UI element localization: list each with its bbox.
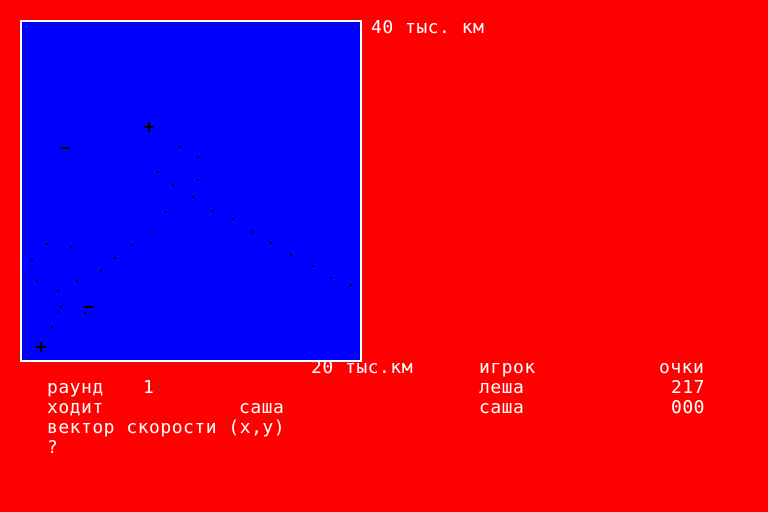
game-field — [20, 20, 362, 362]
trajectory-dot — [100, 270, 102, 272]
bottom-scale-label: 20 тыс.км — [311, 357, 414, 378]
trajectory-dot — [172, 184, 174, 186]
trajectory-dot — [84, 312, 86, 314]
trajectory-dot — [60, 306, 62, 308]
trajectory-dot — [197, 156, 199, 158]
round-label: раунд — [47, 377, 104, 398]
trajectory-dot — [76, 280, 78, 282]
trajectory-dot — [330, 277, 332, 279]
turn-label: ходит — [47, 397, 104, 418]
points-column-header: очки — [659, 357, 705, 378]
score-row-player: леша — [479, 377, 525, 398]
trajectory-dot — [57, 311, 59, 313]
score-row-points: 217 — [671, 377, 706, 398]
trajectory-dot — [57, 290, 59, 292]
score-row-points: 000 — [671, 397, 706, 418]
trajectory-dot — [131, 244, 133, 246]
trajectory-dot — [31, 259, 33, 261]
trajectory-dot — [312, 265, 314, 267]
trajectory-dot — [350, 284, 352, 286]
plus-marker-icon — [36, 342, 46, 352]
trajectory-dot — [270, 242, 272, 244]
trajectory-dot — [197, 179, 199, 181]
player-column-header: игрок — [479, 357, 536, 378]
trajectory-dot — [157, 171, 159, 173]
trajectory-dot — [179, 146, 181, 148]
trajectory-dot — [151, 231, 153, 233]
velocity-prompt: вектор скорости (x,y) — [47, 417, 286, 438]
trajectory-dot — [165, 211, 167, 213]
trajectory-dot — [36, 280, 38, 282]
trajectory-dot — [114, 257, 116, 259]
input-prompt[interactable]: ? — [47, 437, 59, 458]
trajectory-dot — [192, 196, 194, 198]
trajectory-dot — [212, 210, 214, 212]
turn-player: саша — [239, 397, 285, 418]
score-row-player: саша — [479, 397, 525, 418]
trajectory-dot — [252, 231, 254, 233]
top-scale-label: 40 тыс. км — [371, 17, 485, 38]
trajectory-dot — [46, 243, 48, 245]
trajectory-layer — [31, 122, 352, 352]
trajectory-dot — [51, 326, 53, 328]
trajectory-dot — [290, 254, 292, 256]
round-value: 1 — [143, 377, 155, 398]
trajectory-dot — [232, 218, 234, 220]
plus-marker-icon — [144, 122, 154, 132]
trajectory-dot — [70, 246, 72, 248]
